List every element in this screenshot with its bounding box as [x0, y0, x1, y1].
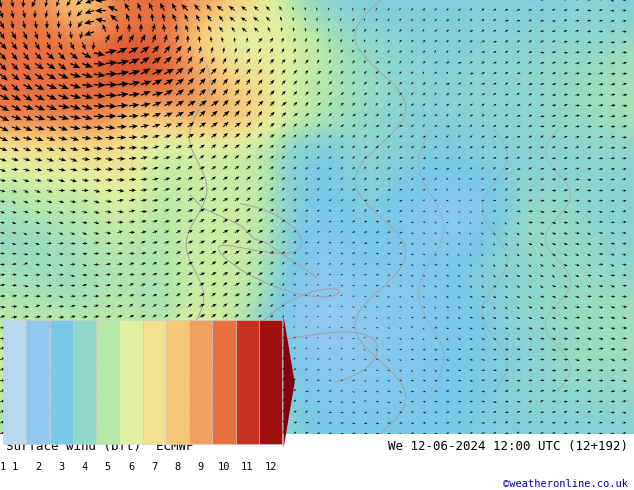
Text: 3: 3	[58, 462, 65, 471]
Bar	[212, 320, 236, 444]
Bar	[236, 320, 259, 444]
Text: Surface wind (bft)  ECMWF: Surface wind (bft) ECMWF	[6, 441, 194, 453]
Text: 10: 10	[217, 462, 230, 471]
Text: We 12-06-2024 12:00 UTC (12+192): We 12-06-2024 12:00 UTC (12+192)	[387, 441, 628, 453]
FancyArrow shape	[283, 316, 295, 448]
Bar	[27, 320, 49, 444]
Bar	[96, 320, 119, 444]
Bar	[119, 320, 143, 444]
Bar	[73, 320, 96, 444]
Text: 11: 11	[241, 462, 254, 471]
Text: 8: 8	[174, 462, 181, 471]
Text: 6: 6	[128, 462, 134, 471]
Bar	[49, 320, 73, 444]
Bar	[3, 320, 27, 444]
Bar	[166, 320, 189, 444]
Text: 12: 12	[264, 462, 277, 471]
Bar	[189, 320, 212, 444]
Bar	[259, 320, 282, 444]
Text: 5: 5	[105, 462, 111, 471]
Text: 1: 1	[11, 462, 18, 471]
Text: 7: 7	[151, 462, 157, 471]
Text: 9: 9	[198, 462, 204, 471]
Bar	[143, 320, 166, 444]
Text: 1: 1	[0, 462, 6, 471]
Text: ©weatheronline.co.uk: ©weatheronline.co.uk	[503, 479, 628, 489]
Text: 4: 4	[81, 462, 87, 471]
Text: 2: 2	[35, 462, 41, 471]
